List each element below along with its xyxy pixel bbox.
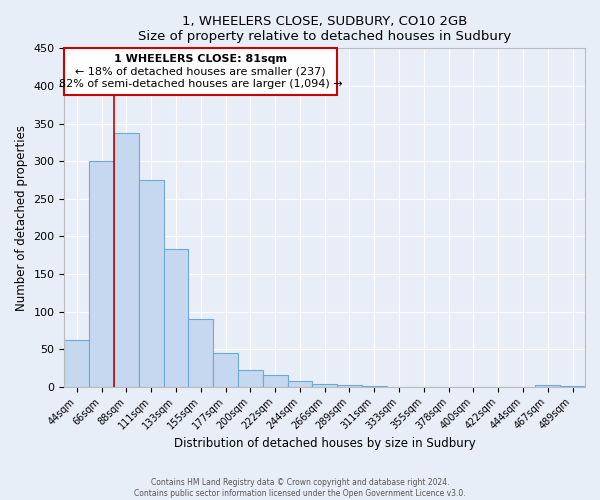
Title: 1, WHEELERS CLOSE, SUDBURY, CO10 2GB
Size of property relative to detached house: 1, WHEELERS CLOSE, SUDBURY, CO10 2GB Siz… [138,15,511,43]
Bar [337,385,362,386]
Text: ← 18% of detached houses are smaller (237): ← 18% of detached houses are smaller (23… [76,66,326,76]
FancyBboxPatch shape [64,48,337,95]
Bar [164,249,188,386]
Y-axis label: Number of detached properties: Number of detached properties [15,124,28,310]
Bar [287,380,313,386]
Text: Contains HM Land Registry data © Crown copyright and database right 2024.
Contai: Contains HM Land Registry data © Crown c… [134,478,466,498]
Bar [114,132,139,386]
Text: 1 WHEELERS CLOSE: 81sqm: 1 WHEELERS CLOSE: 81sqm [114,54,287,64]
Bar [238,370,263,386]
X-axis label: Distribution of detached houses by size in Sudbury: Distribution of detached houses by size … [174,437,476,450]
Bar [213,353,238,386]
Bar [535,385,560,386]
Bar [64,340,89,386]
Text: 82% of semi-detached houses are larger (1,094) →: 82% of semi-detached houses are larger (… [59,79,343,89]
Bar [188,319,213,386]
Bar [263,376,287,386]
Bar [313,384,337,386]
Bar [89,161,114,386]
Bar [139,180,164,386]
